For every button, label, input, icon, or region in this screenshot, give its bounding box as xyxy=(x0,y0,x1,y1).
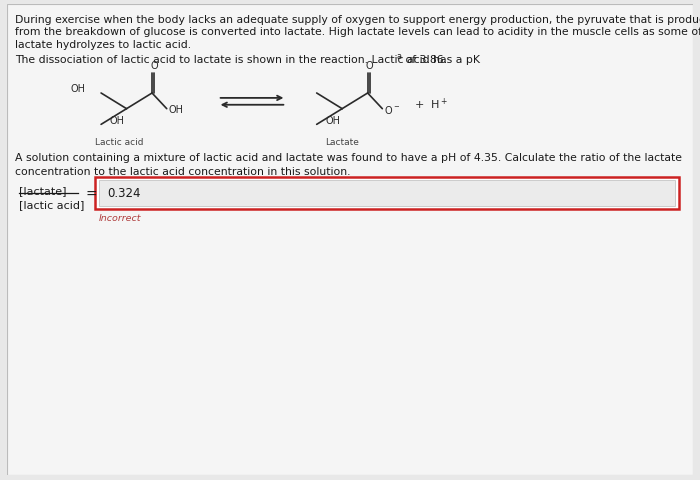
Text: O$^-$: O$^-$ xyxy=(384,104,400,115)
Text: OH: OH xyxy=(169,105,183,114)
Text: [lactate]: [lactate] xyxy=(19,186,66,196)
Text: 0.324: 0.324 xyxy=(107,187,141,200)
Text: a: a xyxy=(397,52,402,61)
Text: +  H$^+$: + H$^+$ xyxy=(414,97,448,112)
Text: lactate hydrolyzes to lactic acid.: lactate hydrolyzes to lactic acid. xyxy=(15,40,191,50)
Text: of 3.86.: of 3.86. xyxy=(402,55,447,65)
Text: Incorrect: Incorrect xyxy=(99,213,141,222)
Text: Lactic acid: Lactic acid xyxy=(95,138,144,147)
Text: OH: OH xyxy=(326,116,340,126)
FancyBboxPatch shape xyxy=(95,178,679,209)
Text: OH: OH xyxy=(110,116,125,126)
FancyBboxPatch shape xyxy=(99,181,676,206)
Text: [lactic acid]: [lactic acid] xyxy=(19,199,84,209)
Text: O: O xyxy=(366,61,373,72)
Text: O: O xyxy=(150,61,158,72)
Text: =: = xyxy=(85,188,97,202)
Text: Lactate: Lactate xyxy=(326,138,359,147)
Text: OH: OH xyxy=(71,84,85,94)
Text: The dissociation of lactic acid to lactate is shown in the reaction. Lactic acid: The dissociation of lactic acid to lacta… xyxy=(15,55,480,65)
Text: During exercise when the body lacks an adequate supply of oxygen to support ener: During exercise when the body lacks an a… xyxy=(15,14,700,24)
Text: A solution containing a mixture of lactic acid and lactate was found to have a p: A solution containing a mixture of lacti… xyxy=(15,153,682,162)
Text: from the breakdown of glucose is converted into lactate. High lactate levels can: from the breakdown of glucose is convert… xyxy=(15,27,700,37)
Text: concentration to the lactic acid concentration in this solution.: concentration to the lactic acid concent… xyxy=(15,166,350,176)
